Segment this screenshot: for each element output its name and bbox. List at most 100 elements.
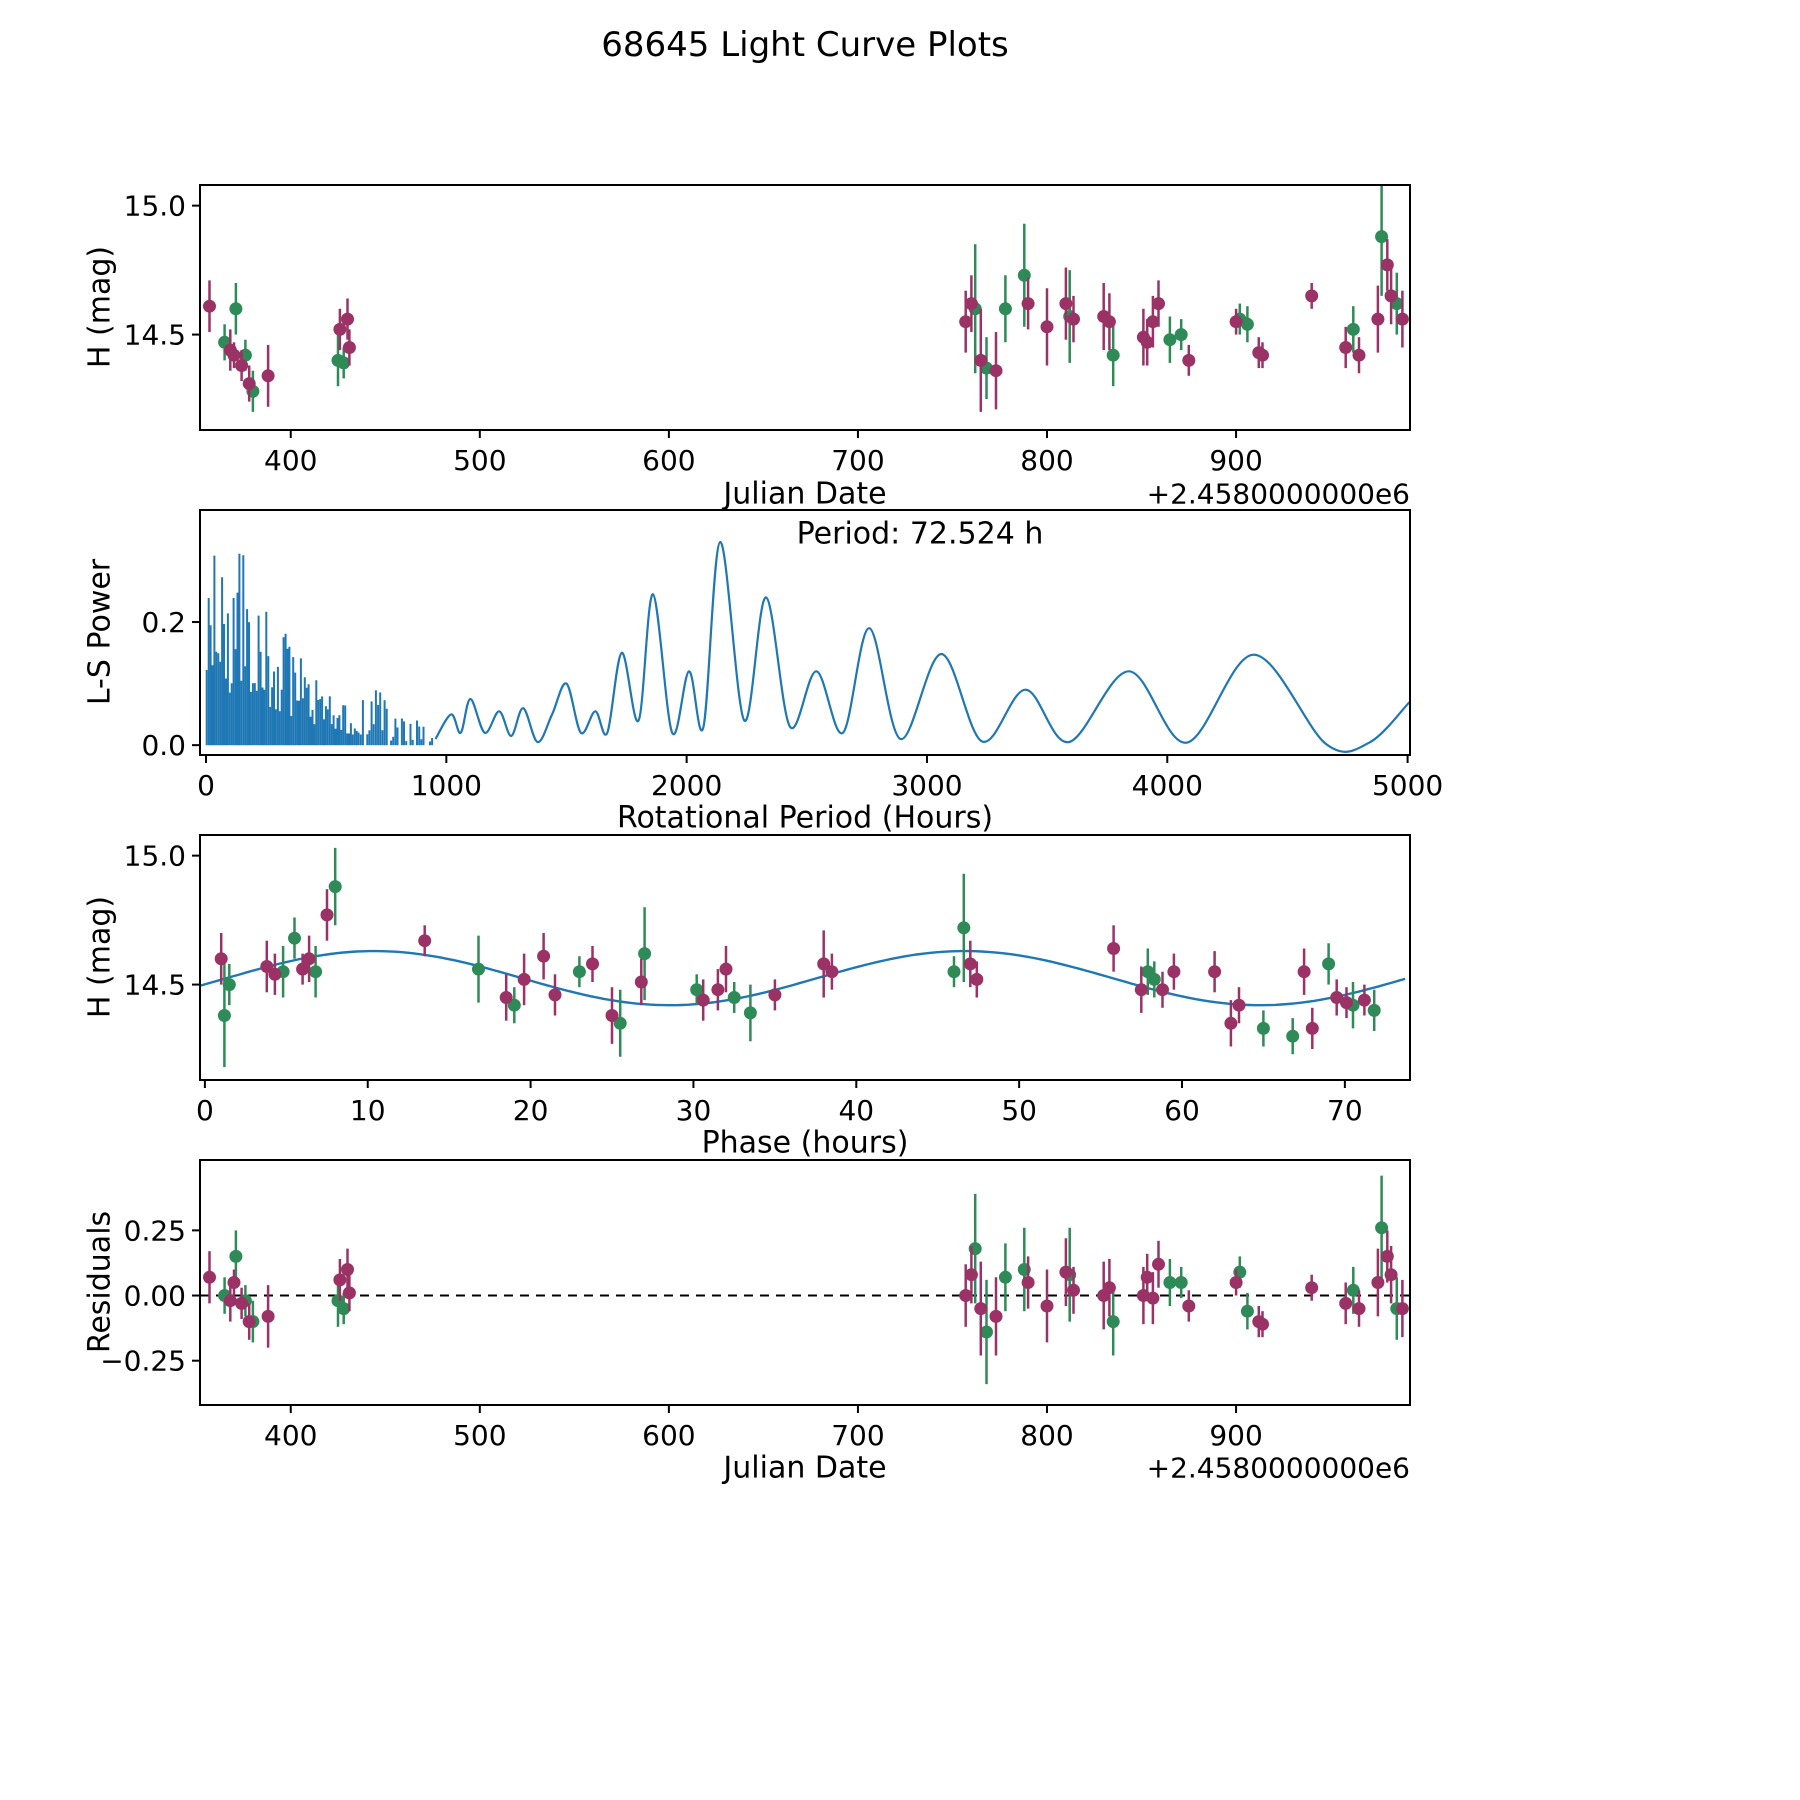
- ticks-light-curve: 400 500 600 700 800 900 15.0 14.5: [124, 190, 1263, 477]
- data-point: [1163, 333, 1177, 347]
- x-tick-label: 600: [642, 1419, 695, 1452]
- data-point: [217, 1009, 231, 1022]
- data-point: [472, 962, 485, 976]
- data-point: [309, 965, 323, 979]
- p3-y-axis-label: H (mag): [82, 895, 118, 1019]
- data-point: [1395, 1302, 1409, 1316]
- data-point: [517, 972, 531, 986]
- data-point: [548, 988, 562, 1002]
- data-point: [1059, 1265, 1073, 1279]
- data-point: [1021, 1276, 1035, 1289]
- data-point: [320, 908, 334, 922]
- data-point: [1134, 983, 1148, 997]
- fit-curve: [200, 949, 1406, 1007]
- ticks-periodogram: 0 1000 2000 3000 4000 5000 0.2 0.0: [141, 606, 1443, 802]
- data-point: [418, 934, 432, 948]
- data-point: [1059, 297, 1073, 311]
- data-point: [727, 991, 741, 1004]
- data-point: [537, 949, 551, 963]
- x-tick-label: 3000: [891, 769, 962, 802]
- subplot-residuals: 400 500 600 700 800 900 0.25 0.00 −0.25: [100, 1159, 1411, 1452]
- data-point: [229, 302, 243, 316]
- data-point: [227, 348, 241, 362]
- p2-y-axis-label: L-S Power: [82, 558, 118, 706]
- data-point: [1371, 312, 1385, 326]
- data-point: [1146, 1291, 1160, 1305]
- data-point: [203, 1270, 216, 1284]
- periodogram-noise: [205, 553, 434, 746]
- data-point: [964, 297, 978, 311]
- x-tick-label: 700: [831, 444, 884, 477]
- data-point: [328, 880, 342, 894]
- x-tick-label: 30: [676, 1094, 712, 1127]
- data-point: [605, 1009, 619, 1022]
- data-point: [970, 972, 984, 986]
- p4-x-axis-label: Julian Date: [723, 1450, 887, 1486]
- data-point: [1256, 348, 1269, 362]
- data-point: [998, 1270, 1012, 1284]
- x-tick-label: 70: [1327, 1094, 1363, 1127]
- data-point: [337, 1302, 351, 1316]
- data-point: [1229, 1276, 1243, 1289]
- y-tick-label: 0.0: [141, 729, 186, 762]
- data-point: [1367, 1003, 1381, 1017]
- data-point: [507, 998, 521, 1012]
- data-point: [998, 302, 1012, 316]
- data-point: [302, 952, 316, 966]
- data-point: [989, 364, 1003, 378]
- data-point: [817, 957, 831, 971]
- data-point: [342, 341, 356, 354]
- subplot-light-curve: 400 500 600 700 800 900 15.0 14.5: [124, 184, 1411, 477]
- data-point: [1040, 1299, 1054, 1313]
- data-point: [980, 1325, 993, 1339]
- y-tick-label: 15.0: [124, 190, 186, 223]
- data-point: [296, 962, 310, 976]
- x-tick-label: 0: [196, 1094, 214, 1127]
- data-point: [964, 1268, 978, 1282]
- data-point: [1182, 353, 1196, 367]
- data-point: [227, 1276, 241, 1289]
- p3-x-axis-label: Phase (hours): [701, 1125, 909, 1161]
- data-point: [959, 1289, 973, 1302]
- data-point: [1140, 1270, 1154, 1284]
- data-point: [1229, 315, 1243, 329]
- data-point: [1208, 965, 1222, 979]
- p1-y-axis-label: H (mag): [82, 245, 118, 369]
- data-point: [1339, 1296, 1353, 1310]
- data-point: [1102, 1281, 1116, 1295]
- x-tick-label: 700: [831, 1419, 884, 1452]
- data-point: [1340, 996, 1353, 1010]
- data-point: [1147, 972, 1161, 986]
- data-point: [1152, 1257, 1165, 1271]
- y-tick-label: 14.5: [124, 319, 186, 352]
- period-annotation: Period: 72.524 h: [796, 516, 1044, 552]
- data-point: [1146, 315, 1160, 329]
- data-point: [1021, 297, 1035, 311]
- x-tick-label: 600: [642, 444, 695, 477]
- data-point: [1224, 1016, 1238, 1030]
- data-point: [214, 952, 228, 966]
- subplot-phase-curve: 0 10 20 30 40 50 60 70 15.0 14.5: [124, 834, 1411, 1127]
- x-tick-label: 500: [453, 1419, 506, 1452]
- data-point: [1357, 993, 1371, 1007]
- x-tick-label: 900: [1209, 1419, 1262, 1452]
- y-tick-label: 15.0: [124, 840, 186, 873]
- data-point: [1384, 1268, 1398, 1282]
- data-point: [974, 353, 988, 367]
- data-point: [690, 983, 704, 997]
- data-point: [634, 975, 648, 989]
- data-point: [235, 1296, 249, 1310]
- data-point: [1352, 1302, 1366, 1316]
- data-point: [586, 957, 599, 971]
- data-point: [1322, 957, 1336, 971]
- data-point: [947, 965, 961, 979]
- data-point: [711, 983, 725, 997]
- x-tick-label: 400: [264, 444, 317, 477]
- data-point: [1305, 289, 1319, 303]
- data-point: [1346, 1283, 1360, 1297]
- x-tick-label: 900: [1209, 444, 1262, 477]
- p1-x-axis-label: Julian Date: [723, 476, 887, 512]
- data-point: [696, 993, 710, 1007]
